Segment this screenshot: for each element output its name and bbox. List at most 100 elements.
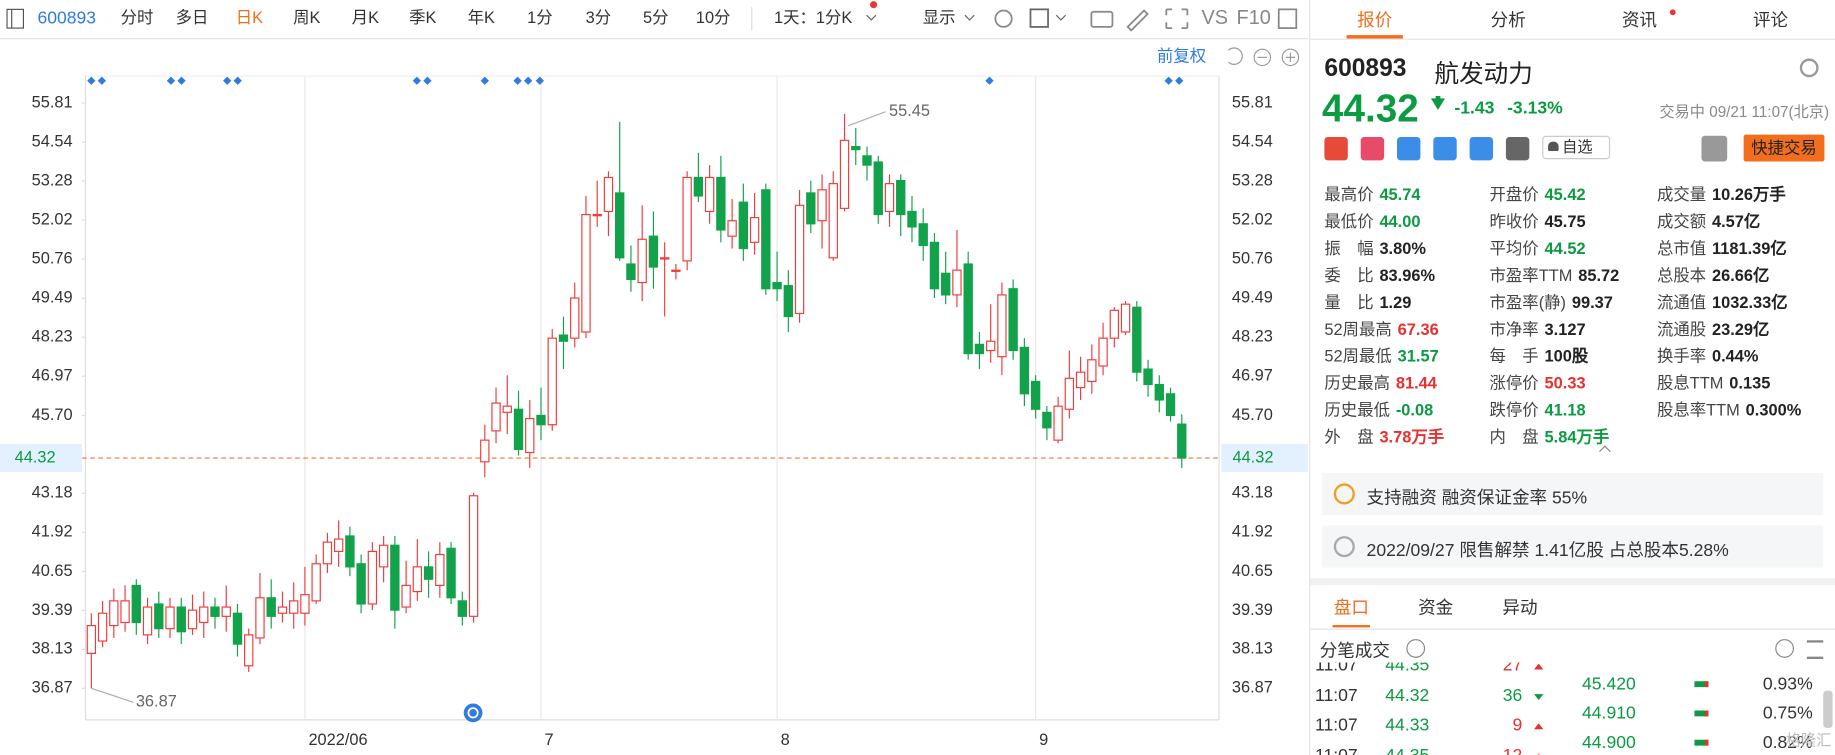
y-tick-label: 52.02 bbox=[32, 210, 73, 228]
panel-tab[interactable]: 分析 bbox=[1490, 10, 1526, 31]
stat-value: 23.29亿 bbox=[1712, 319, 1770, 339]
period-select[interactable]: 1天：1分K bbox=[774, 9, 852, 27]
period-tab[interactable]: 3分 bbox=[586, 9, 611, 27]
period-tab[interactable]: 10分 bbox=[696, 9, 731, 27]
zoom-out-icon[interactable] bbox=[1253, 48, 1272, 67]
candle-body bbox=[929, 241, 940, 290]
feature-icon[interactable] bbox=[1469, 136, 1494, 161]
trade-arrow bbox=[1534, 753, 1544, 755]
candle-body bbox=[761, 189, 771, 290]
more-icon[interactable] bbox=[1775, 639, 1794, 658]
event-icon-inner bbox=[467, 707, 479, 719]
y-tick-label: 46.97 bbox=[32, 367, 73, 385]
trade-time: 11:07 bbox=[1315, 662, 1358, 676]
x-tick-label: 2022/06 bbox=[308, 731, 367, 749]
vs-button[interactable]: VS bbox=[1201, 7, 1228, 29]
display-select[interactable]: 显示 bbox=[923, 9, 956, 27]
draw-icon[interactable] bbox=[1029, 8, 1049, 28]
info-icon bbox=[1406, 639, 1426, 658]
feature-icon[interactable] bbox=[1433, 136, 1457, 161]
pencil-icon[interactable] bbox=[1126, 9, 1149, 32]
candle-body bbox=[884, 183, 895, 213]
camera-icon[interactable] bbox=[1090, 10, 1114, 28]
candle-body bbox=[210, 606, 220, 617]
zoom-in-icon[interactable] bbox=[1281, 48, 1300, 67]
x-tick-label: 8 bbox=[781, 731, 790, 749]
stat-label: 开盘价 bbox=[1489, 184, 1539, 204]
panel-icon[interactable] bbox=[1277, 8, 1298, 29]
trade-arrow bbox=[1534, 693, 1544, 700]
period-tab[interactable]: 多日 bbox=[176, 9, 209, 27]
stat-label: 股息率TTM bbox=[1656, 400, 1740, 420]
candle-body bbox=[502, 405, 512, 413]
period-tab[interactable]: 日K bbox=[236, 9, 263, 27]
expand-icon[interactable] bbox=[1165, 8, 1189, 29]
stat-label: 市净率 bbox=[1489, 319, 1539, 339]
period-tab[interactable]: 年K bbox=[468, 9, 495, 27]
f10-button[interactable]: F10 bbox=[1237, 7, 1271, 29]
stat: 量 比 1.29 bbox=[1324, 290, 1411, 313]
stat-label: 历史最高 bbox=[1324, 373, 1390, 393]
period-tab[interactable]: 季K bbox=[409, 9, 436, 27]
note-text: 支持融资 融资保证金率 55% bbox=[1366, 488, 1588, 508]
stat-label: 股息TTM bbox=[1656, 373, 1724, 393]
event-marker bbox=[412, 76, 422, 85]
price-tag-bg bbox=[1221, 444, 1309, 473]
undo-icon[interactable] bbox=[1227, 47, 1243, 65]
settings-icon[interactable] bbox=[1799, 58, 1819, 78]
y-tick-label: 36.87 bbox=[32, 679, 73, 697]
panel-tab[interactable]: 评论 bbox=[1752, 10, 1789, 31]
event-marker bbox=[480, 76, 489, 85]
candle-body bbox=[952, 269, 962, 296]
candle-body bbox=[817, 189, 827, 222]
menu-icon[interactable] bbox=[6, 8, 25, 29]
candle-body bbox=[266, 597, 276, 617]
stat: 换手率 0.44% bbox=[1657, 344, 1759, 367]
settings-icon[interactable] bbox=[994, 9, 1013, 28]
event-marker bbox=[87, 76, 96, 85]
y2-tick-label: 46.97 bbox=[1232, 367, 1273, 385]
candle-body bbox=[862, 155, 872, 166]
stat: 市净率 3.127 bbox=[1490, 317, 1586, 340]
stat-value: 26.66亿 bbox=[1712, 265, 1770, 285]
adjust-mode[interactable]: 前复权 bbox=[1157, 48, 1206, 66]
feature-icon[interactable] bbox=[1397, 136, 1421, 161]
candle-body bbox=[806, 192, 816, 225]
sub-tab[interactable]: 异动 bbox=[1502, 598, 1538, 619]
bell-icon[interactable] bbox=[1701, 135, 1728, 162]
y-tick-label: 40.65 bbox=[32, 562, 73, 580]
list-icon[interactable] bbox=[1806, 640, 1824, 659]
panel-tab[interactable]: 报价 bbox=[1357, 10, 1393, 31]
quick-trade[interactable]: 快捷交易 bbox=[1743, 134, 1825, 162]
period-tab[interactable]: 周K bbox=[293, 9, 320, 27]
candle-body bbox=[412, 566, 423, 593]
candle-body bbox=[345, 535, 355, 568]
stat: 最高价 45.74 bbox=[1324, 183, 1420, 206]
candle-body bbox=[468, 495, 479, 617]
period-tab[interactable]: 月K bbox=[352, 9, 379, 27]
candle-body bbox=[997, 294, 1007, 358]
sub-tab[interactable]: 资金 bbox=[1418, 598, 1454, 619]
feature-icon[interactable] bbox=[1505, 136, 1530, 161]
feature-icon[interactable] bbox=[1360, 136, 1385, 161]
event-marker bbox=[223, 76, 232, 85]
y2-tick-label: 50.76 bbox=[1232, 249, 1273, 267]
period-tab[interactable]: 5分 bbox=[643, 9, 668, 27]
y-tick-label: 49.49 bbox=[32, 289, 73, 307]
level-bar bbox=[1694, 710, 1709, 717]
sub-tab[interactable]: 盘口 bbox=[1333, 598, 1369, 619]
period-tab[interactable]: 分时 bbox=[121, 9, 154, 27]
panel-tab[interactable]: 资讯 bbox=[1621, 10, 1657, 31]
stat-value: 45.42 bbox=[1544, 184, 1586, 204]
y2-tick-label: 41.92 bbox=[1232, 523, 1273, 541]
stat: 成交额 4.57亿 bbox=[1657, 210, 1760, 233]
candle-body bbox=[187, 609, 198, 630]
event-icon[interactable] bbox=[463, 703, 483, 723]
feature-icon[interactable] bbox=[1324, 136, 1348, 161]
scrollbar bbox=[1823, 690, 1833, 729]
stat: 跌停价 41.18 bbox=[1490, 398, 1586, 421]
event-marker bbox=[97, 76, 107, 85]
x-tick-label: 7 bbox=[545, 731, 554, 749]
watch-button[interactable]: 自选 bbox=[1542, 135, 1611, 160]
period-tab[interactable]: 1分 bbox=[527, 9, 552, 27]
